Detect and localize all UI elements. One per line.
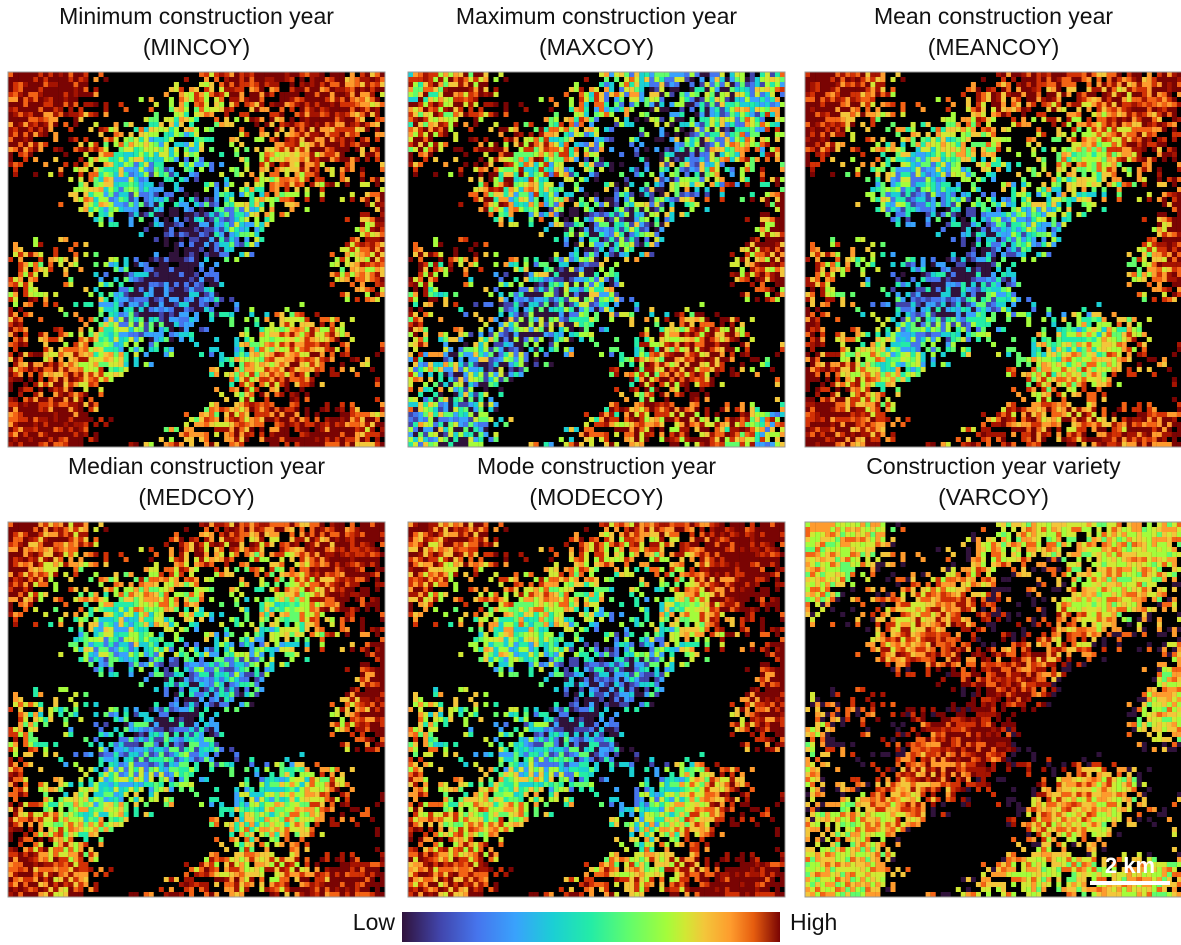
panel-title: Minimum construction year [59,3,334,29]
panel-code: (MODECOY) [529,484,663,510]
map-cells [8,72,386,447]
map-cells [428,587,695,847]
map-cells [805,522,1181,897]
map-cells [23,552,330,857]
map-cells [805,72,1181,447]
map-cells [8,82,375,447]
map-cells [523,632,670,782]
panel-title: Median construction year [68,453,325,479]
map-cells [408,522,755,897]
colorbar-high: High [790,909,837,935]
map-cells [408,522,786,897]
map-cells [123,677,255,747]
map-cells [8,522,386,897]
map-cells [8,522,386,897]
map-panels: Minimum construction year (MINCOY) Maximum… [7,3,1181,898]
map-cells [8,522,370,897]
map-cells [8,522,386,897]
panel-code: (MAXCOY) [539,34,654,60]
panel-title: Maximum construction year [456,3,738,29]
map-cells [825,92,1157,412]
map-cells [805,522,1181,897]
map-border [804,71,1181,448]
map-cells [408,72,775,437]
map-cells [408,72,786,447]
map-cells [890,187,1027,342]
map-cells [825,557,1117,842]
map-cells [8,72,386,447]
panel-code: (VARCOY) [938,484,1049,510]
map-cells [408,522,745,897]
map-cells [855,122,1127,392]
map-cells [820,77,1167,447]
map-cells [408,72,780,447]
map-cells [805,522,1181,897]
panel-code: (MEDCOY) [138,484,254,510]
map-border [804,521,1181,898]
map-cells [8,72,386,447]
map-cells [63,617,295,807]
panel-title: Mean construction year [874,3,1113,29]
panel-title: Construction year variety [866,453,1121,479]
scale-bar-label: 2 km [1105,853,1155,878]
map-cells [8,72,386,447]
map-border [407,71,786,448]
map-cells [805,522,1181,897]
map-cells [408,522,786,897]
map-cells [875,622,1052,807]
map-cells [123,192,230,342]
map-cells [408,532,725,892]
map-cells [408,72,786,447]
panel-title: Mode construction year [477,453,716,479]
map-cells [865,152,1092,372]
panel-code: (MINCOY) [143,34,250,60]
map-cells [408,72,786,447]
panel-code: (MEANCOY) [928,34,1060,60]
map-cells [468,597,685,832]
map-border [7,71,386,448]
map-cells [73,637,270,782]
map-cells [13,72,386,437]
map-cells [408,72,786,447]
map-cells [805,72,1181,447]
map-border [7,521,386,898]
map-cells [413,72,750,447]
map-cells [408,522,780,897]
map-cells [408,522,786,897]
map-cells [423,567,705,852]
map-border [407,521,786,898]
colorbar [402,912,780,942]
colorbar-low: Low [353,909,396,935]
map-cells [805,522,1181,897]
